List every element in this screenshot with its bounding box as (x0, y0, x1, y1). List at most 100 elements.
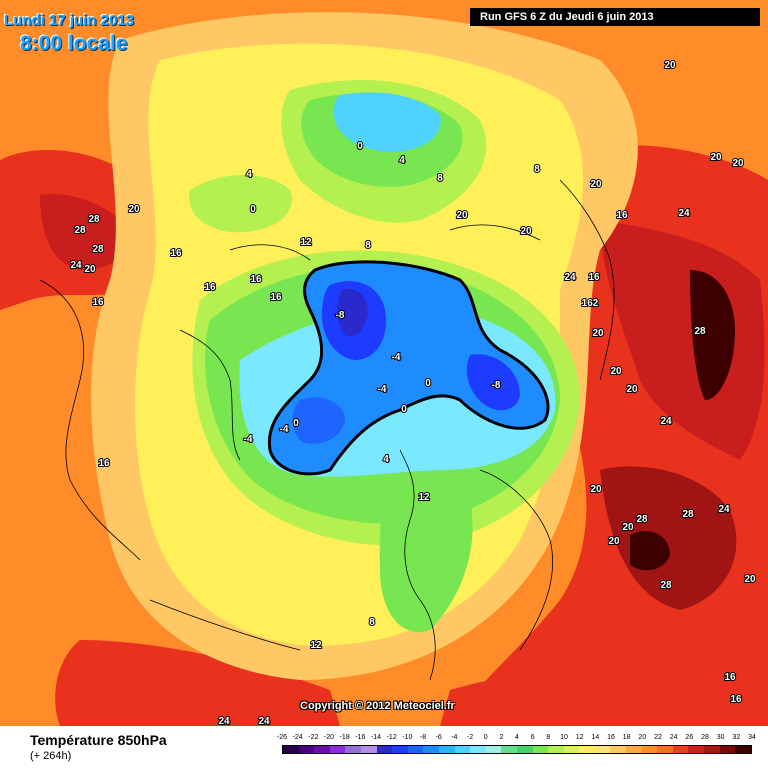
color-scale-tick-label: 8 (546, 734, 551, 741)
color-scale-tick-label: -26 (276, 734, 288, 741)
asia-hottest-core (690, 270, 735, 400)
coastlines (39, 179, 615, 681)
color-scale-swatch (688, 746, 705, 753)
isotherm-label: 28 (636, 514, 648, 525)
color-scale-swatch (407, 746, 424, 753)
isotherm-label: 20 (744, 574, 756, 585)
isotherm-label: 20 (626, 384, 638, 395)
color-scale-swatch (329, 746, 346, 753)
isotherm-label: 20 (710, 152, 722, 163)
cold-core-greenland (292, 397, 345, 444)
color-scale-swatch (641, 746, 658, 753)
color-scale-tick-label: -14 (370, 734, 382, 741)
isotherm-label: 28 (660, 580, 672, 591)
isotherm-label: -4 (378, 384, 387, 395)
valid-time: 8:00 locale (20, 32, 128, 55)
isotherm-label: 24 (218, 716, 230, 726)
alaska-green (189, 175, 292, 233)
europe-green (379, 447, 473, 632)
isotherm-label: 16 (98, 458, 110, 469)
isotherm-label: 12 (300, 237, 312, 248)
isotherm-label: 20 (610, 366, 622, 377)
isotherm-label: 24 (258, 716, 270, 726)
color-scale-tick-label: -22 (308, 734, 319, 741)
isotherm-label: 28 (694, 326, 706, 337)
isotherm-label: 16 (250, 274, 262, 285)
color-scale-tick-label: 0 (483, 734, 488, 741)
color-scale-tick-label: 4 (515, 734, 519, 741)
color-scale-tick-label: -20 (323, 734, 335, 741)
isotherm-label: 0 (357, 141, 363, 152)
color-scale-tick-label: -10 (402, 734, 413, 741)
color-scale-tick-label: 32 (732, 734, 741, 741)
color-scale-tick-label: 10 (560, 734, 568, 741)
color-scale-swatch (345, 746, 361, 753)
isotherm-label: 16 (92, 297, 104, 308)
isotherm-label: -4 (392, 352, 401, 363)
isotherm-label: 8 (369, 617, 375, 628)
cold-core-east (466, 354, 520, 411)
color-scale-swatch (360, 746, 377, 753)
color-scale-tick-label: -16 (355, 734, 366, 741)
asia-hot-zone (600, 220, 765, 460)
color-scale-tick-label: -8 (419, 734, 427, 741)
color-scale-swatch (376, 746, 393, 753)
south-east-warm-zone (440, 669, 700, 726)
india-hot-zone (600, 466, 737, 610)
isotherm-label: 20 (590, 484, 602, 495)
india-hottest-core (630, 531, 670, 571)
isotherm-label: 24 (564, 272, 576, 283)
color-scale-swatch (516, 746, 533, 753)
temperature-map: 20 20 20 20 20 20 16 24 24 16 162 20 28 20 20 24 28 28 24 2… (0, 0, 768, 726)
isotherm-label: 20 (520, 226, 532, 237)
color-scale-tick-label: -4 (451, 734, 458, 741)
isotherm-label: 20 (608, 536, 620, 547)
color-scale-swatch (485, 746, 502, 753)
parameter-title: Température 850hPa (30, 732, 167, 748)
color-scale-tick-label: 30 (716, 734, 725, 741)
isotherm-label: 0 (425, 378, 431, 389)
isotherm-label: -4 (280, 424, 289, 435)
color-scale-swatch (704, 746, 720, 753)
isotherm-label: 4 (399, 155, 405, 166)
color-scale-tick-label: 20 (638, 734, 647, 741)
isotherm-label: 20 (84, 264, 96, 275)
arctic-sea-cyan (333, 92, 441, 152)
color-scale-swatch (314, 746, 330, 753)
isotherm-label: 16 (616, 210, 628, 221)
color-scale-swatch (423, 746, 439, 753)
color-scale-swatch (610, 746, 627, 753)
isotherm-label: 0 (293, 418, 299, 429)
isotherm-label: 16 (730, 694, 742, 705)
isotherm-label: 28 (74, 225, 86, 236)
color-scale-swatch (283, 746, 299, 753)
isotherm-label: -4 (244, 434, 253, 445)
color-scale-swatch (438, 746, 455, 753)
lead-time: (+ 264h) (30, 750, 72, 762)
isotherm-label: 8 (365, 240, 371, 251)
color-scale-tick-label: 14 (591, 734, 600, 741)
legend-footer: Température 850hPa (+ 264h) -26 -2 4 -22 -20… (0, 726, 768, 768)
color-scale-tick-label: -12 (386, 734, 397, 741)
color-scale-swatch (719, 746, 736, 753)
isotherm-label: 16 (170, 248, 182, 259)
isotherm-label: 16 (204, 282, 216, 293)
color-scale-tick-label: 24 (669, 734, 678, 741)
isotherm-label: 0 (250, 204, 256, 215)
isotherm-label: 16 (724, 672, 736, 683)
color-scale-tick-label: 22 (654, 734, 662, 741)
color-scale-swatch (454, 746, 471, 753)
color-scale-tick-label: -2 (466, 734, 474, 741)
isotherm-label: 16 (588, 272, 600, 283)
color-scale-tick-label: 2 (499, 734, 504, 741)
color-scale-tick-label: 28 (701, 734, 709, 741)
isotherm-label: 20 (732, 158, 744, 169)
color-scale-swatch (532, 746, 549, 753)
color-scale-ticks: -26 -24 -22 -20 -18 -16 -14 -12 -10 -8 -6 -4 -2 0 2 4 6 8… (277, 734, 756, 744)
isotherm-label: 8 (437, 173, 443, 184)
america-hot-zone (40, 194, 131, 270)
isotherm-label: 28 (682, 509, 694, 520)
isotherm-label: 20 (622, 522, 634, 533)
